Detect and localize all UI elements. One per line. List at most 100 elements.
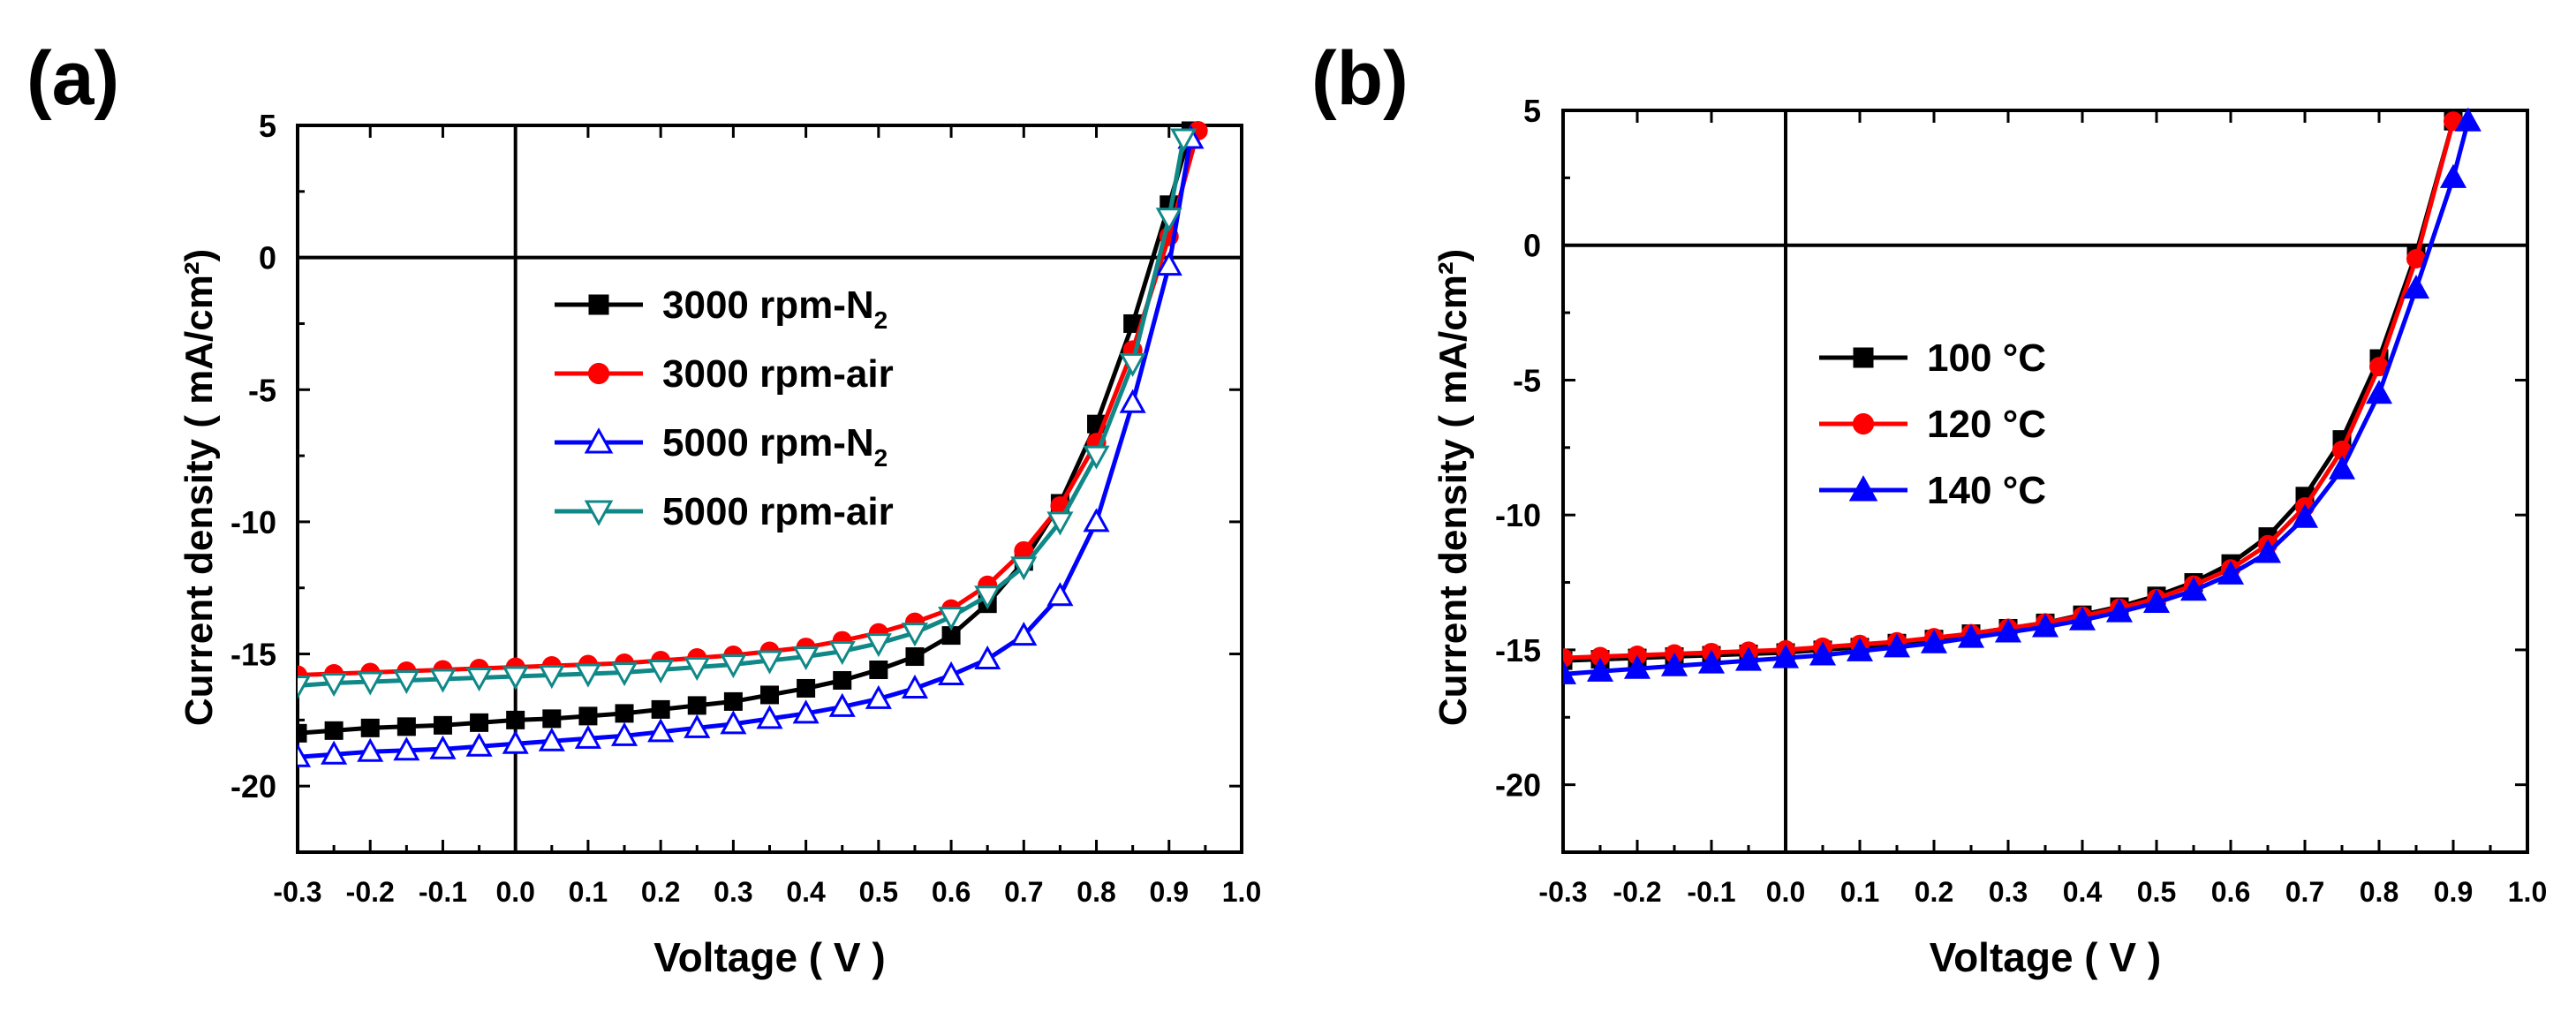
data-point [1697, 649, 1726, 674]
y-tick-label: -15 [230, 637, 276, 673]
data-point [647, 660, 675, 684]
y-tick-label: -10 [230, 504, 276, 540]
data-point [1046, 511, 1074, 536]
data-point [538, 727, 565, 751]
data-point [1920, 629, 1948, 653]
legend-label: 5000 rpm-N2 [662, 421, 888, 472]
data-point [2105, 598, 2134, 623]
data-point [1883, 633, 1911, 658]
data-point [574, 663, 601, 688]
data-point [938, 661, 965, 685]
legend-entry: 120 °C [1819, 403, 2046, 446]
data-point [542, 709, 562, 729]
data-point [1010, 622, 1038, 646]
data-point [723, 691, 743, 711]
data-point [1155, 208, 1182, 232]
data-point [578, 706, 598, 726]
data-point [1623, 654, 1651, 679]
legend-label: 100 °C [1927, 336, 2046, 380]
data-point [2454, 107, 2482, 132]
data-point [1590, 646, 1610, 667]
x-tick-label: 0.1 [569, 876, 608, 908]
data-point [538, 664, 565, 690]
data-point [1010, 556, 1038, 581]
data-point [2031, 613, 2059, 638]
y-tick-label: -5 [248, 372, 276, 408]
y-axis-label: Current density ( mA/cm²) [1432, 249, 1475, 726]
data-point [397, 717, 416, 736]
data-point [1119, 389, 1146, 413]
data-point [938, 607, 965, 631]
data-point [2439, 163, 2467, 188]
legend-entry: 5000 rpm-air [555, 490, 894, 533]
x-tick-label: 0.7 [2285, 876, 2324, 908]
x-tick-label: 1.0 [2508, 876, 2547, 908]
legend-marker [1848, 475, 1878, 502]
x-tick-label: 0.9 [2434, 876, 2473, 908]
data-point [321, 740, 348, 765]
legend-marker [1852, 412, 1875, 435]
data-point [321, 672, 348, 698]
x-tick-label: 0.8 [1076, 876, 1115, 908]
legend: 3000 rpm-N2 3000 rpm-air 5000 rpm-N2 5000 r… [555, 283, 894, 533]
data-point [2254, 539, 2282, 563]
data-point [865, 684, 892, 709]
data-point [2328, 455, 2356, 480]
data-point [2291, 503, 2319, 528]
y-axis-label: Current density ( mA/cm²) [178, 249, 221, 726]
y-tick-label: -10 [1495, 497, 1541, 533]
series-5000-rpm-air [298, 128, 1197, 700]
x-tick-label: -0.3 [273, 876, 321, 908]
data-point [2406, 249, 2426, 268]
legend: 100 °C 120 °C 140 °C [1819, 336, 2046, 512]
y-tick-label: 5 [1523, 93, 1541, 129]
x-tick-label: 0.9 [1150, 876, 1189, 908]
y-tick-label: -20 [230, 768, 276, 804]
series-line [1563, 120, 2471, 676]
data-point [506, 710, 525, 729]
series-5000-rpm-n2 [298, 125, 1205, 767]
data-point [357, 671, 384, 696]
legend-marker [1853, 347, 1874, 368]
data-point [574, 724, 601, 749]
data-point [429, 668, 457, 693]
data-point [1046, 582, 1074, 607]
legend-label: 120 °C [1927, 403, 2046, 446]
data-point [470, 713, 489, 732]
data-point [833, 670, 852, 690]
data-point [298, 675, 312, 700]
data-point [465, 732, 493, 757]
data-point [502, 666, 529, 691]
x-tick-label: 0.4 [2063, 876, 2103, 908]
data-point [1170, 128, 1197, 153]
legend-label: 3000 rpm-air [662, 352, 894, 396]
data-point [2369, 357, 2389, 377]
data-point [1660, 652, 1688, 676]
data-point [756, 705, 783, 729]
data-point [1957, 623, 1985, 648]
data-point [615, 704, 634, 723]
legend-entry: 3000 rpm-N2 [555, 283, 888, 334]
x-tick-label: 1.0 [1222, 876, 1261, 908]
data-point [684, 714, 711, 738]
data-point [357, 737, 384, 762]
x-tick-label: 0.5 [2137, 876, 2176, 908]
x-tick-label: -0.2 [1613, 876, 1661, 908]
x-tick-label: 0.0 [1766, 876, 1805, 908]
y-tick-label: -5 [1513, 362, 1541, 398]
data-point [2402, 275, 2430, 299]
data-point [901, 674, 929, 699]
y-tick-label: 5 [259, 108, 276, 144]
legend-marker [588, 294, 609, 315]
panel-label: (b) [1311, 36, 1409, 121]
data-point [2068, 606, 2096, 631]
data-point [429, 735, 457, 759]
data-point [1014, 540, 1034, 561]
x-tick-label: -0.1 [419, 876, 467, 908]
series-100-c [1563, 111, 2463, 670]
series-line [1563, 120, 2456, 663]
legend-entry: 3000 rpm-air [555, 352, 894, 396]
x-tick-label: 0.4 [786, 876, 826, 908]
legend-marker [587, 362, 610, 385]
data-point [393, 669, 420, 695]
